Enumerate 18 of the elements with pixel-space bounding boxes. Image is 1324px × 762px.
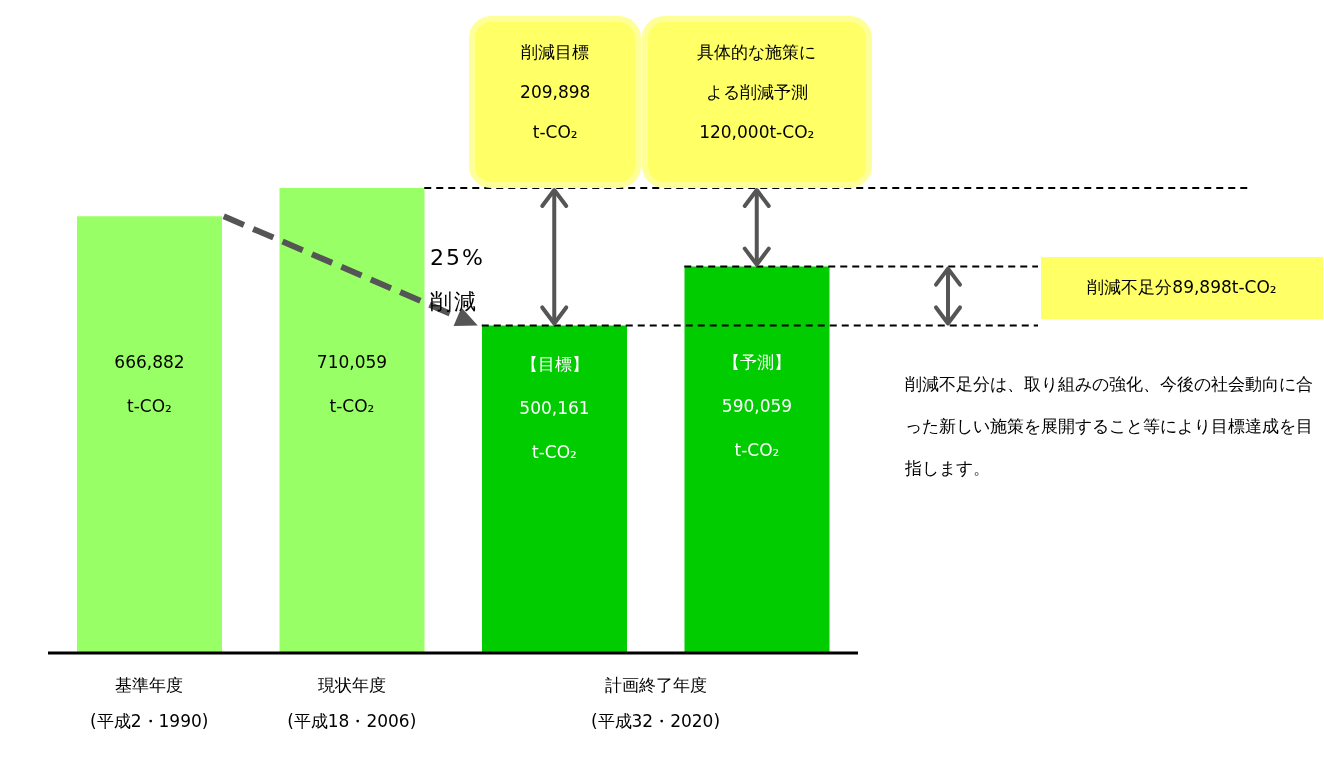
data-label: 710,059 (316, 352, 388, 372)
annotation: 25% 削減 (430, 244, 485, 316)
annotation: 【目標】 (520, 354, 589, 375)
text: 具体的な施策による削減予測 120,000t-CO₂ (696, 41, 818, 144)
data-label: 500,161 (519, 398, 590, 419)
annotation: 【予測】 (723, 352, 791, 372)
x-tick-label: 現状年度 (平成18・2006) (287, 675, 417, 731)
data-label: 666,882 (114, 352, 185, 372)
x-tick-label: 基準年度 (平成2・1990) (90, 675, 209, 731)
annotation: t-CO₂ (734, 440, 780, 460)
annotation: t-CO₂ (127, 396, 172, 416)
data-label: 590,059 (721, 396, 793, 416)
text: 削減不足分は、取り組みの強化、今後の社会動向に合った新しい施策を展開すること等により目標達成を目指します。 (905, 374, 1313, 479)
annotation: t-CO₂ (532, 442, 577, 463)
annotation: t-CO₂ (329, 396, 375, 416)
x-tick-label: 計画終了年度 (平成32・2020) (590, 675, 721, 731)
text: 削減不足分89,898t-CO₂ (1087, 276, 1277, 300)
text: 削減目標 209,898 t-CO₂ (519, 41, 592, 144)
